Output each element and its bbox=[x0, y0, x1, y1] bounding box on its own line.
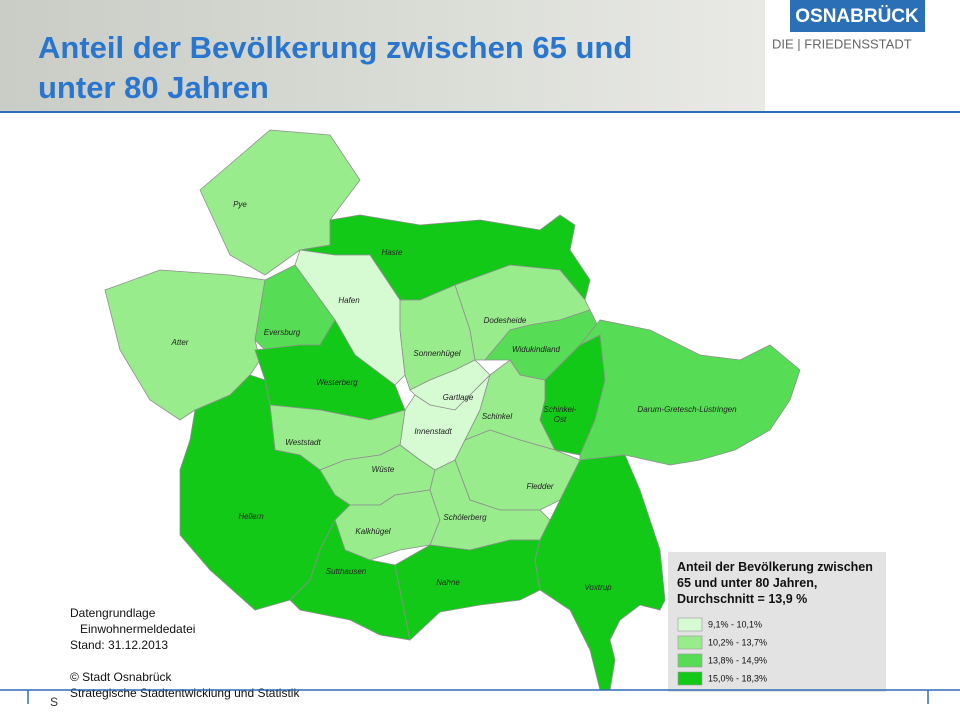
legend-swatch bbox=[677, 671, 703, 686]
legend-label: 15,0% - 18,3% bbox=[708, 673, 767, 683]
source-line: Einwohnermeldedatei bbox=[80, 622, 195, 636]
district-label: Innenstadt bbox=[414, 427, 452, 436]
district-label: Schinkel-Ost bbox=[544, 405, 577, 424]
tagline: DIE | FRIEDENSSTADT bbox=[772, 36, 912, 51]
source-line: © Stadt Osnabrück bbox=[70, 670, 173, 684]
source-line: Strategische Stadtentwicklung und Statis… bbox=[70, 686, 300, 700]
legend-swatch bbox=[677, 617, 703, 632]
district-label: Dodesheide bbox=[484, 316, 527, 325]
legend-swatch bbox=[677, 653, 703, 668]
district-label: Fledder bbox=[526, 482, 553, 491]
legend-swatch bbox=[677, 635, 703, 650]
legend-label: 10,2% - 13,7% bbox=[708, 637, 767, 647]
district-label: Atter bbox=[171, 338, 189, 347]
source-line: Datengrundlage bbox=[70, 606, 156, 620]
legend-label: 13,8% - 14,9% bbox=[708, 655, 767, 665]
district-label: Wüste bbox=[372, 465, 395, 474]
source-line: Stand: 31.12.2013 bbox=[70, 638, 168, 652]
legend: Anteil der Bevölkerung zwischen 65 und un… bbox=[677, 560, 873, 686]
district-label: Hellern bbox=[238, 512, 264, 521]
district bbox=[394, 539, 541, 641]
district-label: Voxtrup bbox=[584, 583, 612, 592]
logo-box bbox=[790, 0, 925, 32]
district-label: Eversburg bbox=[264, 328, 301, 337]
districts: Pye Haste Hafen Atter Eversburg Westerberg Son… bbox=[104, 129, 801, 691]
title-text: Anteil der Bevölkerung zwischen 65 und un… bbox=[38, 30, 632, 105]
footer-text: S bbox=[50, 695, 58, 709]
district-label: Sutthausen bbox=[326, 567, 367, 576]
district-label: Kalkhügel bbox=[355, 527, 390, 536]
district-label: Nahne bbox=[436, 578, 460, 587]
legend-label: 9,1% - 10,1% bbox=[708, 619, 762, 629]
district-label: Sonnenhügel bbox=[413, 349, 460, 358]
district-label: Westerberg bbox=[316, 378, 358, 387]
district-label: Schinkel bbox=[482, 412, 512, 421]
logo: OSNABRÜCK bbox=[795, 6, 919, 27]
source: Datengrundlage Einwohnermeldedatei Stand: … bbox=[70, 606, 300, 700]
legend-title: Anteil der Bevölkerung zwischen 65 und un… bbox=[677, 560, 873, 606]
district-label: Haste bbox=[382, 248, 403, 257]
district-label: Darum-Gretesch-Lüstringen bbox=[637, 405, 737, 414]
district-label: Schölerberg bbox=[443, 513, 487, 522]
legend-box bbox=[668, 552, 886, 692]
district bbox=[534, 454, 666, 691]
district-label: Gartlage bbox=[443, 393, 474, 402]
title: Anteil der Bevölkerung zwischen 65 und un… bbox=[38, 30, 632, 105]
district bbox=[579, 319, 801, 466]
district-label: Widukindland bbox=[512, 345, 561, 354]
district-label: Hafen bbox=[338, 296, 360, 305]
district bbox=[289, 518, 411, 641]
district-label: Pye bbox=[233, 200, 247, 209]
district-label: Weststadt bbox=[285, 438, 321, 447]
